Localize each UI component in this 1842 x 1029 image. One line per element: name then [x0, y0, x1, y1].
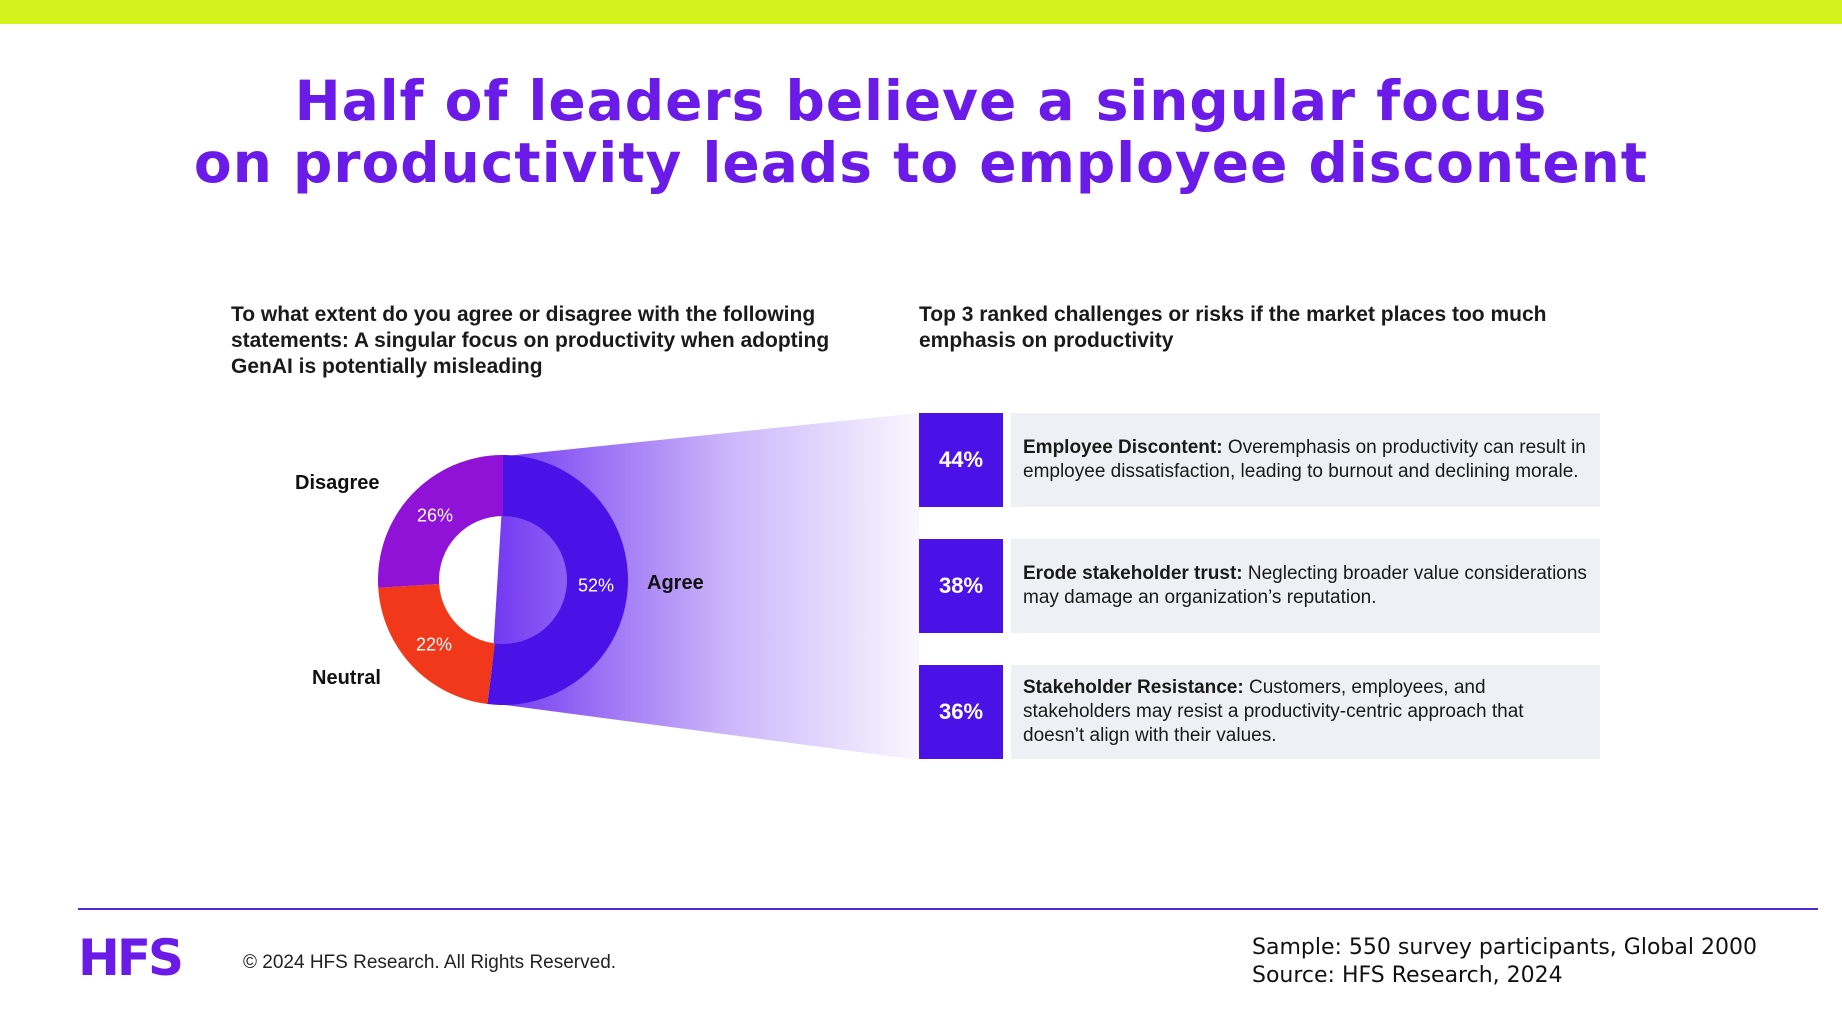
risk-percent-1: 44%	[919, 413, 1003, 507]
risk-description-2: Erode stakeholder trust: Neglecting broa…	[1011, 539, 1600, 633]
category-label-disagree: Disagree	[295, 472, 380, 494]
sample-text: Sample: 550 survey participants, Global …	[1252, 935, 1757, 960]
value-label-disagree: 26%	[416, 505, 454, 526]
donut-slice-agree	[487, 455, 628, 705]
risk-heading-3: Stakeholder Resistance:	[1023, 677, 1244, 698]
risk-row-3: 36% Stakeholder Resistance: Customers, e…	[919, 665, 1600, 759]
title-line-1: Half of leaders believe a singular focus	[294, 69, 1548, 133]
donut-question: To what extent do you agree or disagree …	[231, 303, 830, 378]
title-line-2: on productivity leads to employee discon…	[193, 131, 1649, 195]
source-note: Sample: 550 survey participants, Global …	[1252, 934, 1757, 990]
top-accent-bar	[0, 0, 1842, 24]
risks-question: Top 3 ranked challenges or risks if the …	[919, 303, 1547, 352]
risk-text-3: Customers, employees, and stakeholders m…	[1023, 677, 1524, 746]
category-label-agree: Agree	[647, 572, 704, 594]
value-label-neutral: 22%	[415, 634, 453, 655]
copyright-text: © 2024 HFS Research. All Rights Reserved…	[243, 952, 617, 973]
value-label-agree: 52%	[577, 575, 615, 596]
risk-description-3: Stakeholder Resistance: Customers, emplo…	[1011, 665, 1600, 759]
risk-percent-3: 36%	[919, 665, 1003, 759]
hfs-logo: HFS	[78, 929, 184, 987]
risk-heading-1: Employee Discontent:	[1023, 437, 1223, 458]
donut-slice-neutral	[378, 584, 495, 705]
footer-divider	[78, 908, 1818, 910]
risk-text-1: Overemphasis on productivity can result …	[1023, 437, 1586, 482]
risk-description-1: Employee Discontent: Overemphasis on pro…	[1011, 413, 1600, 507]
risk-percent-2: 38%	[919, 539, 1003, 633]
risk-heading-2: Erode stakeholder trust:	[1023, 563, 1243, 584]
risk-row-2: 38% Erode stakeholder trust: Neglecting …	[919, 539, 1600, 633]
risk-text-2: Neglecting broader value considerations …	[1023, 563, 1587, 608]
risk-row-1: 44% Employee Discontent: Overemphasis on…	[919, 413, 1600, 507]
category-label-neutral: Neutral	[312, 667, 381, 689]
donut-slice-disagree	[378, 455, 503, 588]
page-title: Half of leaders believe a singular focus…	[0, 70, 1842, 194]
source-text: Source: HFS Research, 2024	[1252, 963, 1563, 988]
